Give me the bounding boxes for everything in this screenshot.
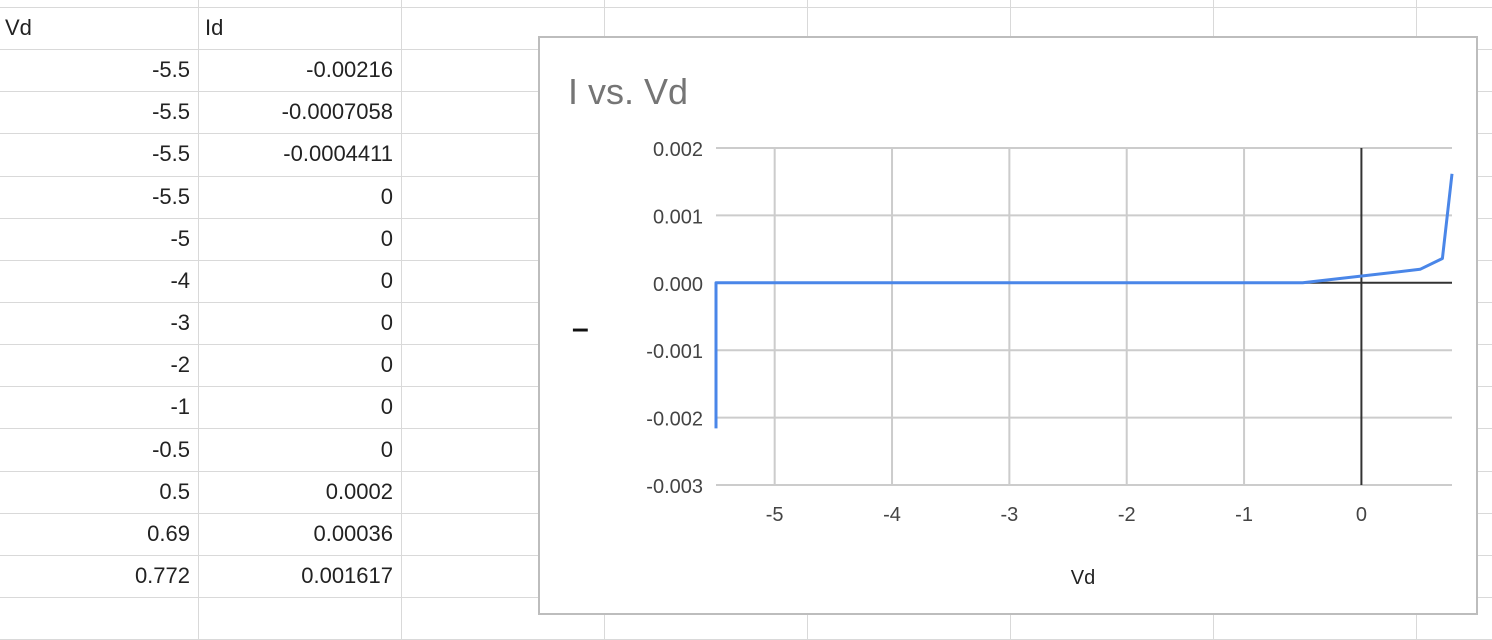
id-cell[interactable]: 0 [380, 226, 393, 251]
y-tick-label: -0.002 [646, 409, 703, 431]
vd-cell[interactable]: -2 [170, 352, 190, 377]
row-gridline [0, 7, 1492, 8]
column-gridline [198, 0, 199, 640]
id-cell[interactable]: 0 [380, 310, 393, 335]
x-axis-label: Vd [1071, 567, 1095, 589]
x-tick-label: -1 [1235, 504, 1253, 526]
x-tick-label: -5 [766, 504, 784, 526]
vd-cell[interactable]: -3 [170, 310, 190, 335]
header-cell[interactable]: Vd [5, 15, 32, 40]
y-tick-label: 0.002 [653, 139, 703, 161]
y-tick-label: 0.000 [653, 274, 703, 296]
id-cell[interactable]: -0.0007058 [281, 99, 393, 124]
vd-cell[interactable]: 0.772 [134, 563, 190, 588]
x-tick-label: -3 [1000, 504, 1018, 526]
vd-cell[interactable]: 0.69 [147, 521, 190, 546]
y-tick-label: 0.001 [653, 206, 703, 228]
x-tick-label: 0 [1356, 504, 1367, 526]
id-cell[interactable]: -0.0004411 [283, 141, 393, 166]
id-cell[interactable]: -0.00216 [306, 57, 393, 82]
chart[interactable]: I vs. Vd 0.002 0.001 0.000 -0.001 -0.002 -0.00… [538, 36, 1478, 615]
y-tick-label: -0.001 [646, 341, 703, 363]
id-cell[interactable]: 0.00036 [313, 521, 393, 546]
vd-cell[interactable]: -5 [170, 226, 190, 251]
id-cell[interactable]: 0.001617 [301, 563, 393, 588]
id-cell[interactable]: 0 [380, 184, 393, 209]
vd-cell[interactable]: -4 [170, 268, 190, 293]
vd-cell[interactable]: -5.5 [152, 184, 190, 209]
chart-title: I vs. Vd [568, 71, 688, 112]
y-tick-label: -0.003 [646, 476, 703, 498]
vd-cell[interactable]: -1 [170, 394, 190, 419]
vd-cell[interactable]: 0.5 [159, 479, 190, 504]
vd-cell[interactable]: -0.5 [152, 437, 190, 462]
x-tick-label: -2 [1118, 504, 1136, 526]
id-cell[interactable]: 0.0002 [325, 479, 393, 504]
vd-cell[interactable]: -5.5 [152, 57, 190, 82]
id-cell[interactable]: 0 [380, 352, 393, 377]
vd-cell[interactable]: -5.5 [152, 141, 190, 166]
column-gridline [401, 0, 402, 640]
legend-marker: – [572, 312, 589, 345]
id-cell[interactable]: 0 [380, 437, 393, 462]
id-cell[interactable]: 0 [380, 268, 393, 293]
x-tick-label: -4 [883, 504, 901, 526]
chart-canvas: I vs. Vd 0.002 0.001 0.000 -0.001 -0.002 -0.00… [568, 71, 1454, 589]
series-line [714, 173, 1454, 429]
vd-cell[interactable]: -5.5 [152, 99, 190, 124]
header-cell[interactable]: Id [205, 15, 224, 40]
id-cell[interactable]: 0 [380, 394, 393, 419]
